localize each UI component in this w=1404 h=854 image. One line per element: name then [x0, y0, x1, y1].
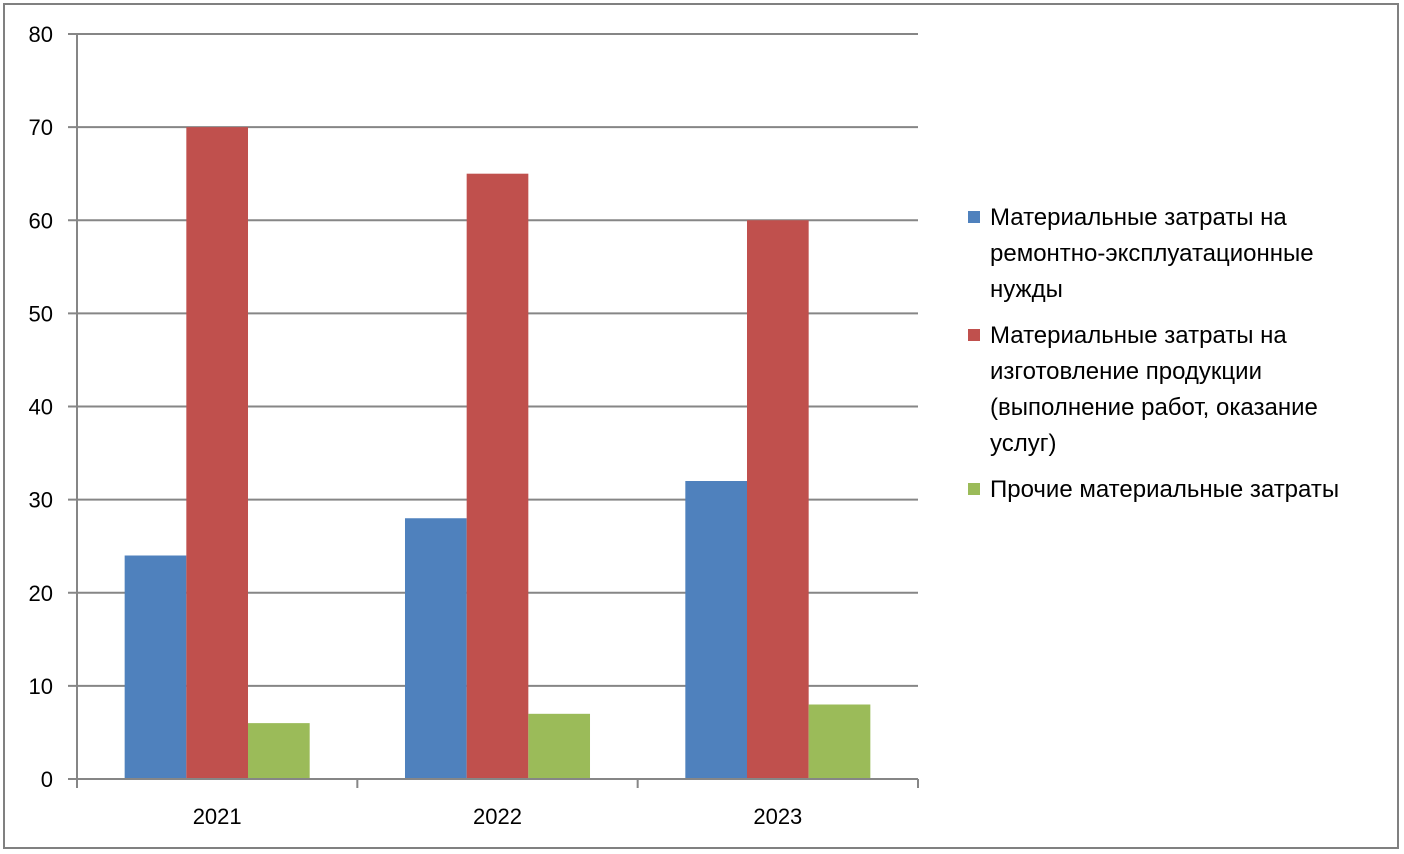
- legend-label: Материальные затраты на изготовление про…: [990, 322, 1318, 457]
- y-tick-label: 40: [29, 395, 53, 420]
- y-tick-label: 30: [29, 488, 53, 513]
- bar-2023-series-2: [746, 220, 809, 779]
- bar-2023-series-1: [685, 481, 747, 779]
- axes: [68, 33, 919, 788]
- x-tick-label: 2022: [473, 804, 522, 829]
- bar-2021-series-2: [186, 127, 249, 779]
- legend-label: Прочие материальные затраты: [990, 476, 1340, 503]
- bars: [124, 127, 871, 779]
- bar-2023-series-3: [808, 704, 871, 779]
- bar-2022-series-2: [466, 173, 529, 779]
- y-tick-label: 80: [29, 22, 53, 47]
- legend-item: Материальные затраты на изготовление про…: [968, 318, 1388, 462]
- x-tick-labels: 2021 2022 2023: [193, 804, 803, 829]
- bar-2021-series-1: [124, 555, 187, 779]
- legend-label: Материальные затраты на ремонтно-эксплуа…: [990, 204, 1314, 303]
- bar-2022-series-3: [528, 713, 591, 779]
- y-tick-label: 50: [29, 301, 53, 326]
- x-tick-label: 2021: [193, 804, 242, 829]
- y-tick-labels: 0 10 20 30 40 50 60 70 80: [29, 22, 53, 792]
- y-tick-label: 10: [29, 674, 53, 699]
- bar-2022-series-1: [404, 518, 467, 779]
- bar-2021-series-3: [248, 723, 310, 779]
- legend-swatch: [968, 329, 980, 341]
- legend-item: Прочие материальные затраты: [968, 472, 1388, 508]
- legend-swatch: [968, 211, 980, 223]
- y-tick-label: 0: [41, 767, 53, 792]
- y-tick-label: 20: [29, 581, 53, 606]
- legend-item: Материальные затраты на ремонтно-эксплуа…: [968, 200, 1388, 308]
- legend-swatch: [968, 483, 980, 495]
- y-tick-label: 70: [29, 115, 53, 140]
- y-tick-label: 60: [29, 208, 53, 233]
- legend: Материальные затраты на ремонтно-эксплуа…: [968, 200, 1388, 508]
- x-tick-label: 2023: [753, 804, 802, 829]
